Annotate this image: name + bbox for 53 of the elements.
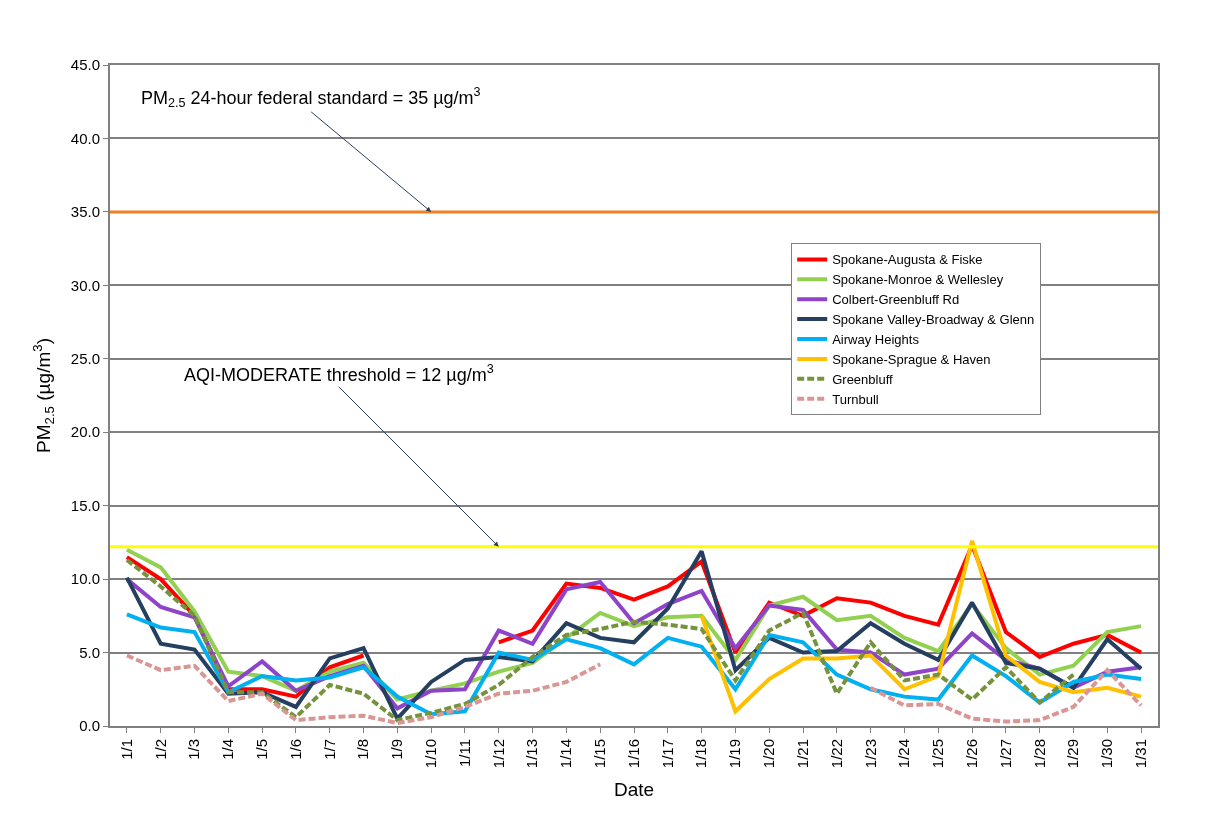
x-tick-label: 1/2 [151, 739, 169, 760]
x-tick-label: 1/9 [388, 739, 406, 760]
x-tick-label: 1/20 [760, 739, 778, 769]
x-tick-label: 1/26 [962, 739, 980, 769]
x-tick-label: 1/17 [658, 739, 676, 769]
y-tick-label: 5.0 [79, 643, 100, 661]
y-tick-label: 25.0 [70, 350, 100, 368]
legend-label: Spokane-Augusta & Fiske [832, 252, 983, 268]
x-axis-title: Date [613, 778, 655, 800]
x-tick-label: 1/19 [726, 739, 744, 769]
x-tick-label: 1/15 [591, 739, 609, 769]
x-tick-label: 1/14 [557, 739, 575, 769]
y-tick-label: 10.0 [70, 570, 100, 588]
x-tick-label: 1/27 [996, 739, 1014, 769]
x-tick-label: 1/8 [354, 739, 372, 760]
ref-line-label: AQI-MODERATE threshold = 12 µg/m$^{3}$ [184, 362, 494, 385]
x-tick-label: 1/18 [692, 739, 710, 769]
y-tick-label: 0.0 [79, 717, 100, 735]
x-tick-label: 1/12 [489, 739, 507, 769]
x-tick-label: 1/4 [219, 739, 237, 760]
y-tick-label: 20.0 [70, 423, 100, 441]
legend-label: Spokane-Monroe & Wellesley [832, 272, 1004, 288]
x-tick-label: 1/24 [895, 739, 913, 769]
y-tick-label: 40.0 [70, 129, 100, 147]
line-series [699, 538, 1144, 714]
x-tick-label: 1/7 [320, 739, 338, 760]
x-tick-label: 1/1 [117, 739, 135, 760]
ref-line-label: PM$_{2.5}$ 24-hour federal standard = 35 µg/m$^{3}$ [141, 85, 481, 111]
legend-label: Spokane Valley-Broadway & Glenn [832, 312, 1035, 328]
x-tick-label: 1/28 [1030, 739, 1048, 769]
x-tick-label: 1/31 [1131, 739, 1149, 769]
x-tick-label: 1/16 [624, 739, 642, 769]
legend-label: Airway Heights [832, 332, 920, 348]
x-tick-label: 1/5 [253, 739, 271, 760]
y-tick-label: 35.0 [70, 203, 100, 221]
y-tick-label: 45.0 [70, 56, 100, 74]
y-tick-label: 30.0 [70, 276, 100, 294]
x-tick-label: 1/21 [793, 739, 811, 769]
x-tick-label: 1/10 [422, 739, 440, 769]
x-tick-label: 1/30 [1098, 739, 1116, 769]
legend-label: Colbert-Greenbluff Rd [832, 292, 960, 308]
x-tick-label: 1/3 [185, 739, 203, 760]
x-tick-label: 1/23 [861, 739, 879, 769]
x-tick-label: 1/13 [523, 739, 541, 769]
legend-label: Greenbluff [832, 371, 894, 387]
x-tick-label: 1/11 [455, 739, 473, 768]
x-tick-label: 1/29 [1064, 739, 1082, 769]
x-tick-label: 1/25 [929, 739, 947, 769]
x-tick-label: 1/6 [286, 739, 304, 760]
legend-label: Spokane-Sprague & Haven [832, 351, 991, 367]
x-tick-label: 1/22 [827, 739, 845, 769]
y-tick-label: 15.0 [70, 496, 100, 514]
legend-label: Turnbull [832, 391, 879, 407]
